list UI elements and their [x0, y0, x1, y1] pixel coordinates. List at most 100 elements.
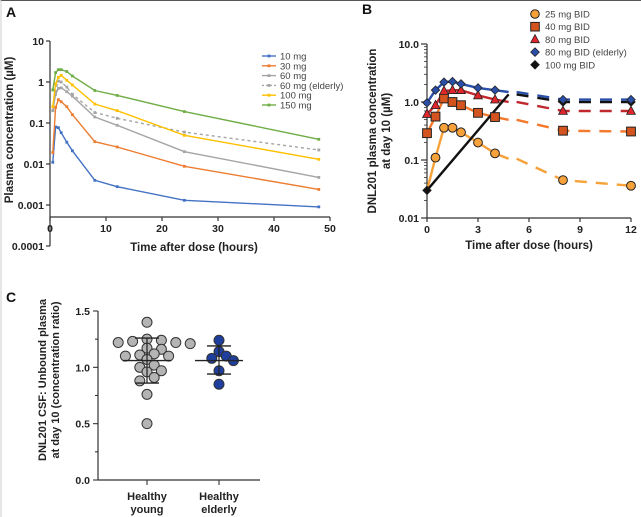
- data-point: [93, 178, 97, 182]
- triangle-marker: [472, 89, 484, 100]
- legend-item-100-mg-bid: 100 mg BID: [530, 59, 595, 71]
- legend-item-10-mg: 10 mg: [262, 52, 306, 63]
- data-point: [57, 98, 60, 102]
- diamond-marker: [626, 94, 636, 105]
- series-80-mg-bid-elderly-markers: [422, 76, 636, 108]
- data-point: [148, 348, 160, 360]
- series-line: [52, 68, 319, 140]
- circle-marker: [439, 122, 449, 133]
- data-point: [183, 150, 186, 154]
- data-point: [54, 125, 57, 129]
- data-point: [163, 350, 175, 362]
- data-point: [213, 378, 225, 390]
- series-150-mg: [51, 68, 321, 141]
- triangle-marker: [625, 105, 637, 115]
- legend-marker: [267, 54, 271, 58]
- series-dashed-line: [516, 118, 632, 133]
- x-tick-label: 50: [324, 223, 336, 235]
- series-dashed-line: [516, 100, 631, 113]
- diamond-marker: [530, 47, 540, 57]
- y-tick-label: 10.0: [399, 39, 420, 51]
- panel-b-axes: 10.0 1.0 0.1 0.01 0 3 6 9 12: [399, 39, 637, 236]
- y-tick-label: 0.01: [24, 159, 45, 171]
- data-point: [170, 337, 182, 349]
- legend-item-60-mg-elderly: 60 mg (elderly): [262, 81, 343, 92]
- y-tick-label: 0.1: [404, 155, 419, 167]
- data-point: [127, 335, 139, 347]
- series-25-mg-bid-line: [425, 126, 632, 191]
- data-point: [115, 109, 119, 113]
- data-point: [54, 71, 57, 74]
- series-solid-line: [426, 93, 510, 192]
- triangle-marker: [421, 108, 433, 118]
- legend-label: 150 mg: [280, 101, 312, 112]
- data-point: [115, 123, 119, 127]
- legend-label: 80 mg BID: [545, 35, 590, 46]
- legend-marker: [267, 74, 271, 77]
- data-point: [57, 79, 60, 83]
- panel-b-series: [421, 76, 637, 196]
- triangle-marker: [447, 84, 458, 94]
- data-point: [51, 109, 55, 113]
- diamond-marker: [422, 98, 432, 108]
- data-point: [317, 176, 321, 179]
- series-40-mg-bid-markers: [422, 93, 636, 139]
- data-point: [183, 133, 186, 137]
- circle-marker: [530, 9, 540, 19]
- data-point: [183, 198, 186, 202]
- data-point: [59, 68, 63, 72]
- triangle-marker: [530, 33, 540, 44]
- data-point: [115, 145, 119, 149]
- data-point: [65, 105, 69, 109]
- panel-b-letter: B: [362, 1, 372, 17]
- data-point: [57, 86, 60, 90]
- x-tick-label: 3: [475, 224, 481, 236]
- legend-item-40-mg-bid: 40 mg BID: [530, 21, 590, 33]
- series-25-mg-bid-markers: [430, 122, 636, 191]
- data-point: [65, 85, 69, 89]
- legend-label: 60 mg: [280, 71, 306, 82]
- data-point: [57, 68, 60, 72]
- data-point: [317, 157, 321, 161]
- data-point: [71, 113, 74, 117]
- x-tick-label: 30: [212, 223, 224, 235]
- data-point: [71, 92, 74, 96]
- panel-c-letter: C: [6, 289, 16, 305]
- legend-label: 100 mg: [280, 91, 312, 102]
- series-line: [52, 74, 319, 160]
- panel-c: C 0.00.51.01.5HealthyyoungHealthyelderly…: [6, 289, 260, 516]
- data-point: [65, 140, 69, 144]
- x-category-label-line2: elderly: [201, 504, 237, 516]
- x-tick-label: 20: [156, 223, 168, 235]
- panel-c-y-axis-title-line2: at day 10 (concentration ratio): [50, 301, 62, 458]
- data-point: [183, 130, 186, 134]
- data-point: [71, 83, 74, 87]
- diamond-marker: [473, 83, 483, 93]
- x-category-label-line1: Healthy: [199, 491, 240, 503]
- data-point: [71, 149, 74, 153]
- data-point: [59, 80, 63, 84]
- legend-item-80-mg-bid: 80 mg BID: [530, 33, 590, 46]
- data-point: [51, 88, 55, 92]
- square-marker: [456, 100, 466, 111]
- x-tick-label: 40: [268, 223, 280, 235]
- square-marker: [530, 21, 540, 32]
- square-marker: [490, 112, 500, 122]
- legend-item-30-mg: 30 mg: [262, 61, 306, 72]
- diamond-marker: [439, 77, 449, 87]
- data-point: [213, 334, 225, 346]
- panel-b-x-axis-title: Time after dose (hours): [465, 240, 593, 252]
- data-point: [71, 74, 74, 78]
- triangle-marker: [438, 85, 450, 95]
- circle-marker: [490, 148, 500, 159]
- data-point: [71, 94, 74, 98]
- data-point: [51, 151, 55, 154]
- data-point: [51, 160, 55, 164]
- legend-label: 60 mg (elderly): [280, 81, 343, 92]
- legend-label: 80 mg BID (elderly): [545, 48, 627, 59]
- series-dashed-line: [516, 90, 631, 101]
- panel-c-points: [112, 316, 243, 430]
- data-point: [183, 164, 186, 168]
- y-tick-label: 1: [38, 77, 44, 89]
